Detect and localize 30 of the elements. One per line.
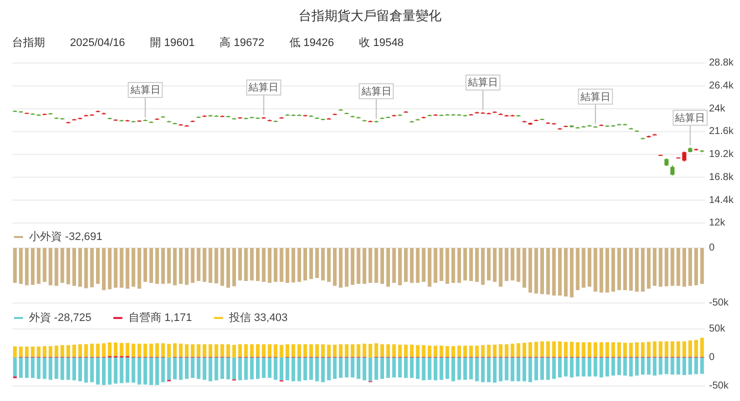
text: 台指期 (12, 36, 45, 49)
annotation: 結算日 (674, 112, 706, 124)
annotation: 結算日 (360, 85, 392, 98)
y-tick-label: 26.4k (709, 80, 734, 92)
y-tick-label: 16.8k (709, 172, 734, 183)
chart-title: 台指期貨大戶留倉量變化 (298, 8, 442, 23)
text: 2025/04/16 (70, 37, 126, 49)
y-tick-label: 50k (709, 324, 726, 335)
y-tick-label: 0 (709, 352, 715, 364)
legend-label: 投信 33,403 (228, 312, 288, 324)
y-tick-label: 19.2k (709, 149, 734, 160)
text: 開 19601 (150, 37, 195, 49)
y-tick-label: 14.4k (709, 194, 734, 206)
annotation: 結算日 (579, 90, 610, 103)
text: 收 19548 (359, 37, 404, 49)
legend-label: 自營商 1,171 (128, 310, 192, 324)
legend-label: 外資 -28,725 (29, 312, 92, 324)
y-tick-label: 0 (709, 242, 715, 254)
annotation: 結算日 (466, 76, 498, 89)
annotation: 結算日 (248, 82, 279, 94)
y-tick-label: 24k (709, 103, 726, 114)
text: 低 19426 (289, 37, 334, 49)
y-tick-label: -50k (709, 380, 730, 392)
text: 高 19672 (220, 36, 264, 49)
y-tick-label: 12k (709, 218, 726, 229)
y-tick-label: 28.8k (709, 58, 734, 69)
annotation: 結算日 (129, 84, 160, 96)
y-tick-label: -50k (709, 298, 730, 309)
y-tick-label: 21.6k (709, 126, 734, 138)
legend-label: 小外資 -32,691 (29, 230, 102, 243)
